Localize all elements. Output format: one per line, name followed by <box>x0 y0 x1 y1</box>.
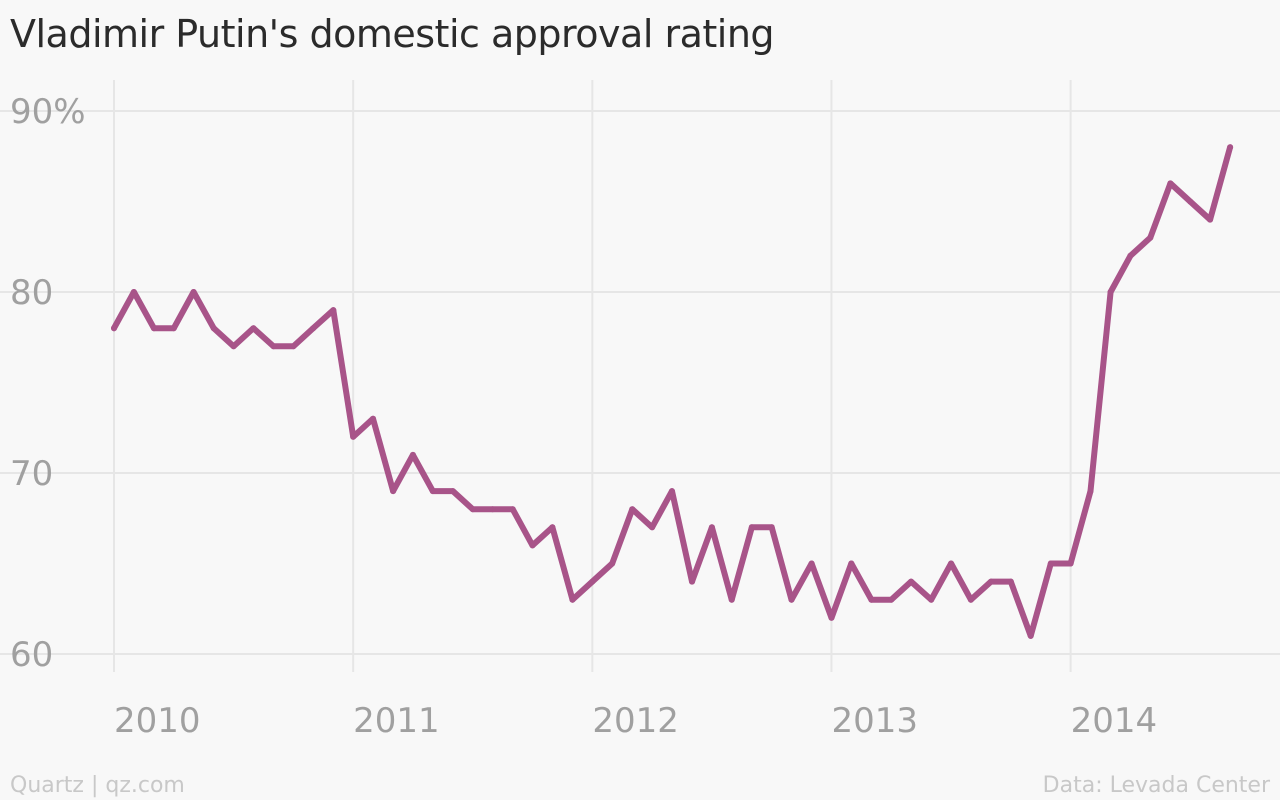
data-point <box>808 560 815 567</box>
data-point <box>469 506 476 513</box>
data-point <box>390 488 397 495</box>
data-point <box>1147 234 1154 241</box>
data-point <box>1107 289 1114 295</box>
y-tick-label: 70 <box>10 454 53 494</box>
y-axis-ticks: 90% 80 70 60 <box>10 92 86 675</box>
data-point <box>310 325 317 332</box>
data-point <box>1187 198 1194 205</box>
data-point <box>290 343 297 350</box>
data-point <box>1127 252 1134 259</box>
data-point <box>629 506 636 513</box>
data-point <box>589 578 596 585</box>
data-point <box>888 596 895 603</box>
data-point <box>1167 180 1174 187</box>
data-point <box>609 560 616 567</box>
data-point <box>728 596 735 603</box>
data-point <box>848 560 855 567</box>
data-point <box>549 524 556 531</box>
data-point <box>509 506 516 513</box>
data-point <box>649 524 656 531</box>
data-point <box>828 614 835 621</box>
footer-credit: Quartz | qz.com <box>10 773 185 798</box>
data-point <box>170 325 177 332</box>
chart-title: Vladimir Putin's domestic approval ratin… <box>10 12 775 56</box>
data-point <box>1067 560 1074 567</box>
data-point <box>987 578 994 585</box>
data-point <box>708 524 715 531</box>
data-point <box>449 488 456 495</box>
data-point <box>190 289 197 295</box>
series-group <box>111 144 1234 639</box>
data-point <box>1047 560 1054 567</box>
data-point <box>1227 144 1234 151</box>
series-line <box>111 144 1234 639</box>
data-point <box>350 433 357 440</box>
x-axis-ticks: 2010 2011 2012 2013 2014 <box>114 701 1157 741</box>
data-point <box>250 325 257 332</box>
x-tick-label: 2011 <box>353 701 440 741</box>
data-point <box>788 596 795 603</box>
data-point <box>130 289 137 295</box>
data-point <box>948 560 955 567</box>
data-point <box>489 506 496 513</box>
data-point <box>409 451 416 458</box>
data-point <box>210 325 217 332</box>
y-tick-label: 60 <box>10 635 53 675</box>
data-point <box>768 524 775 531</box>
x-gridlines <box>113 80 1072 672</box>
data-point <box>967 596 974 603</box>
data-point <box>689 578 696 585</box>
y-gridlines <box>0 110 1280 655</box>
data-point <box>529 542 536 549</box>
y-tick-label: 80 <box>10 273 53 313</box>
data-point <box>748 524 755 531</box>
data-point <box>150 325 157 332</box>
data-point <box>1207 216 1214 223</box>
data-point <box>370 415 377 422</box>
x-tick-label: 2012 <box>592 701 679 741</box>
data-point <box>668 488 675 495</box>
data-point <box>908 578 915 585</box>
data-point <box>111 325 117 332</box>
data-point <box>1027 632 1034 639</box>
x-tick-label: 2014 <box>1071 701 1158 741</box>
data-point <box>270 343 277 350</box>
data-point <box>569 596 576 603</box>
footer-source: Data: Levada Center <box>1042 773 1270 798</box>
data-point <box>230 343 237 350</box>
data-point <box>928 596 935 603</box>
data-point <box>330 307 337 314</box>
data-point <box>1087 488 1094 495</box>
y-tick-label: 90% <box>10 92 86 132</box>
x-tick-label: 2010 <box>114 701 201 741</box>
data-point <box>1007 578 1014 585</box>
x-tick-label: 2013 <box>831 701 918 741</box>
data-point <box>429 488 436 495</box>
data-point <box>868 596 875 603</box>
